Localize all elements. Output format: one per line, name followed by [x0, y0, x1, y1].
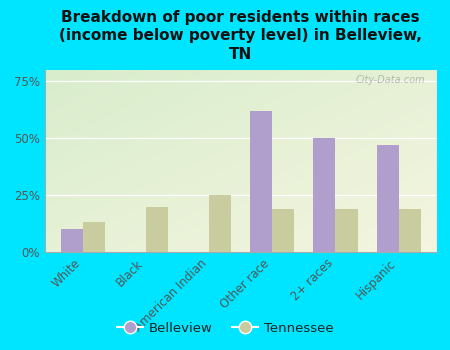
Bar	[146, 206, 168, 252]
Bar	[250, 111, 272, 252]
Bar	[313, 138, 335, 252]
Bar	[399, 209, 421, 252]
Bar	[272, 209, 294, 252]
Text: City-Data.com: City-Data.com	[355, 76, 425, 85]
Title: Breakdown of poor residents within races
(income below poverty level) in Bellevi: Breakdown of poor residents within races…	[59, 10, 422, 62]
Bar	[335, 209, 358, 252]
Bar	[61, 229, 83, 252]
Bar	[209, 195, 231, 252]
Legend: Belleview, Tennessee: Belleview, Tennessee	[112, 316, 338, 340]
Bar	[377, 145, 399, 252]
Bar	[83, 223, 105, 252]
